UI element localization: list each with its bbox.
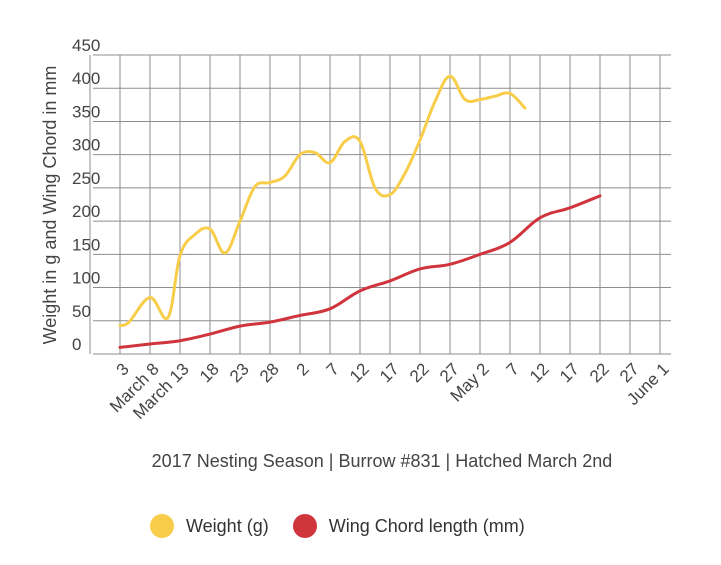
- x-tick-label: 3: [113, 359, 133, 379]
- legend-swatch: [292, 514, 317, 538]
- x-tick-label: 12: [346, 359, 373, 386]
- legend-label: Weight (g): [186, 515, 269, 536]
- x-tick-label: 23: [226, 359, 253, 386]
- y-tick-label: 400: [72, 69, 100, 88]
- legend-item: Wing Chord length (mm): [292, 514, 525, 538]
- x-tick-label: 12: [526, 359, 553, 386]
- legend-swatch: [150, 514, 174, 538]
- wing-chord-series-line: [118, 194, 602, 349]
- weight-series-line: [118, 74, 527, 327]
- x-tick-label: 7: [503, 359, 523, 379]
- legend-item: Weight (g): [150, 514, 269, 538]
- y-tick-label: 350: [72, 102, 100, 121]
- x-axis-title: 2017 Nesting Season | Burrow #831 | Hatc…: [152, 451, 613, 471]
- grid: [89, 54, 671, 355]
- y-tick-label: 0: [72, 335, 81, 354]
- y-tick-label: 50: [72, 302, 91, 321]
- legend: Weight (g) Wing Chord length (mm): [150, 514, 525, 538]
- y-tick-label: 150: [72, 235, 100, 254]
- y-tick-label: 100: [72, 269, 100, 288]
- x-tick-label: 28: [256, 359, 283, 386]
- y-tick-label: 200: [72, 202, 100, 221]
- y-tick-label: 250: [72, 169, 100, 188]
- x-tick-label: 22: [586, 359, 613, 386]
- x-tick-label: 18: [196, 359, 223, 386]
- x-tick-label: 17: [376, 359, 403, 386]
- x-tick-label: 22: [406, 359, 433, 386]
- y-axis-tick-labels: 0 50 100 150 200 250 300 350 400 450: [72, 36, 100, 354]
- y-axis-title: Weight in g and Wing Chord in mm: [40, 66, 60, 345]
- series-lines: [118, 74, 602, 349]
- y-tick-label: 450: [72, 36, 100, 55]
- legend-label: Wing Chord length (mm): [328, 515, 525, 536]
- x-tick-label: 17: [556, 359, 583, 386]
- x-tick-label: 7: [323, 359, 343, 379]
- x-tick-label: 2: [293, 359, 313, 379]
- y-tick-label: 300: [72, 136, 100, 155]
